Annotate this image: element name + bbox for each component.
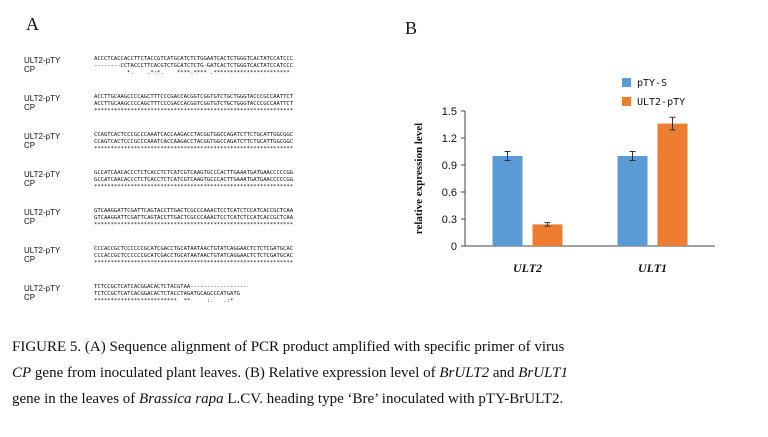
sequence-name-ult2-pty: ULT2-pTY — [24, 246, 61, 255]
sequence-line: TCTCCGCTCATCACGGACACTCTACCTAGATGCAGCCCAT… — [94, 291, 240, 297]
sequence-line: ACCCTCACCACCTTCTACCGTCATGCATCTCTGGAATCAC… — [94, 56, 294, 62]
sequence-name-cp: CP — [24, 179, 36, 188]
y-tick-label: 0.9 — [442, 160, 457, 172]
sequence-name-ult2-pty: ULT2-pTY — [24, 170, 61, 179]
x-category-label: ULT1 — [638, 261, 667, 275]
consensus-line: ****************************************… — [94, 222, 294, 228]
caption-line-3: gene in the leaves of Brassica rapa L.CV… — [12, 391, 564, 407]
consensus-line: ****************************************… — [94, 184, 294, 190]
legend-swatch — [622, 78, 631, 87]
sequence-name-cp: CP — [24, 141, 36, 150]
sequence-line: CCAGTCACTCCCGCCCAAATCACCAAGACCTACGGTGGCC… — [94, 132, 294, 138]
sequence-name-cp: CP — [24, 255, 36, 264]
y-axis-label: relative expression level — [413, 123, 425, 234]
sequence-name-cp: CP — [24, 293, 36, 302]
consensus-line: ****************************************… — [94, 260, 294, 266]
bar-ult2-pty-ult1 — [657, 123, 688, 246]
sequence-line: CCAGTCACTCCCGCCCAAATCACCAAGACCTACGGTGGCC… — [94, 139, 294, 145]
bar-pty-s-ult2 — [492, 156, 523, 246]
sequence-line: CCCACCGCTCCCCCCGCATCGACCTGCATAATAACTGTAT… — [94, 253, 294, 259]
sequence-name-ult2-pty: ULT2-pTY — [24, 284, 61, 293]
sequence-line: GTCAAGGATTCGATTCAGTACCTTGACTCGCCCAAACTCC… — [94, 208, 294, 214]
sequence-name-ult2-pty: ULT2-pTY — [24, 208, 61, 217]
expression-bar-chart: 0 0.3 0.6 0.9 1.2 1.5 relative expression leve… — [413, 78, 715, 275]
y-tick-label: 0 — [451, 241, 457, 253]
sequence-line: --------CCTACCCTTCACGTCTGCATCTCTG-GATCAC… — [94, 63, 294, 69]
caption-line-1: FIGURE 5. (A) Sequence alignment of PCR … — [12, 339, 565, 355]
sequence-name-cp: CP — [24, 65, 36, 74]
sequence-line: GCCATCAACACCCTCTCACCTCTCATCGTCAAGTGCCCAC… — [94, 177, 294, 183]
consensus-line: ****************************************… — [94, 146, 294, 152]
panel-b-label: B — [405, 18, 418, 38]
legend-label: ULT2-pTY — [637, 97, 685, 108]
bar-ult2-pty-ult2 — [532, 224, 563, 246]
sequence-name-cp: CP — [24, 217, 36, 226]
sequence-name-cp: CP — [24, 103, 36, 112]
legend-label: pTY-S — [637, 78, 667, 89]
y-tick-label: 1.2 — [442, 133, 457, 145]
sequence-name-ult2-pty: ULT2-pTY — [24, 94, 61, 103]
consensus-line: *. .*:*. ****.**** .********************… — [94, 70, 290, 76]
panel-a-label: A — [26, 14, 39, 34]
y-tick-label: 0.3 — [442, 214, 457, 226]
y-tick-label: 0.6 — [442, 187, 457, 199]
sequence-line: ACCTTGCAAGCCCCAGCTTTCCCGACCACGGTCGGTGTCT… — [94, 101, 294, 107]
x-category-label: ULT2 — [513, 261, 542, 275]
figure-caption: FIGURE 5. (A) Sequence alignment of PCR … — [12, 334, 760, 412]
consensus-line: ************************* ** :. .:* — [94, 298, 234, 304]
sequence-line: ACCTTGCAAGCCCCAGCTTTCCCGACCACGGTCGGTGTCT… — [94, 94, 294, 100]
sequence-line: GTCAAGGATTCGATTCAGTACCTTGACTCGCCCAAACTCC… — [94, 215, 294, 221]
sequence-line: TCTCCGCTCATCACGGACACTCTACGTAA-----------… — [94, 284, 247, 290]
legend-swatch — [622, 97, 631, 106]
consensus-line: ****************************************… — [94, 108, 294, 114]
sequence-line: GCCATCAACACCCTCTCACCTCTCATCGTCAAGTGCCCAC… — [94, 170, 294, 176]
caption-line-2: CP gene from inoculated plant leaves. (B… — [12, 365, 568, 381]
y-tick-label: 1.5 — [442, 106, 457, 118]
sequence-name-ult2-pty: ULT2-pTY — [24, 132, 61, 141]
bar-pty-s-ult1 — [617, 156, 648, 246]
sequence-line: CCCACCGCTCCCCCCGCATCGACCTGCATAATAACTGTAT… — [94, 246, 294, 252]
sequence-name-ult2-pty: ULT2-pTY — [24, 56, 61, 65]
